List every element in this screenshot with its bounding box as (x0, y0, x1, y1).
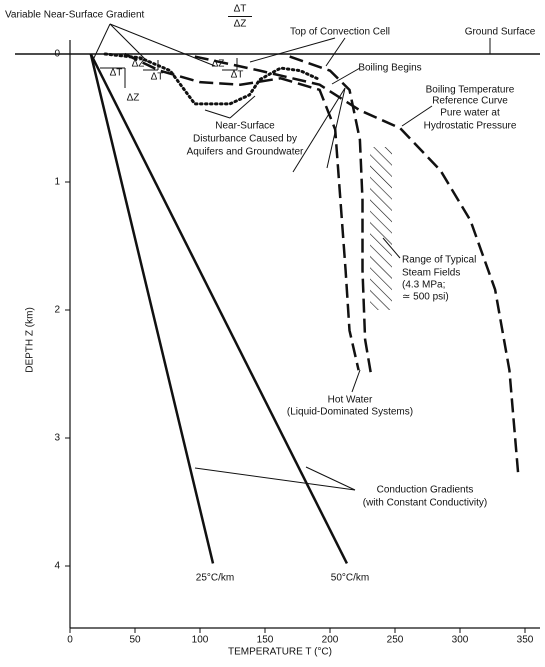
curve (103, 52, 322, 106)
leader-line (109, 23, 149, 63)
annotation: ΔT (110, 68, 123, 79)
annotation: 50°C/km (331, 573, 369, 584)
x-tick-label: 250 (387, 635, 404, 646)
annotation: Range of Typical (402, 255, 476, 266)
steam-field-hatch (370, 147, 392, 310)
leader-line (382, 237, 401, 259)
x-tick-label: 200 (322, 635, 339, 646)
x-tick-label: 350 (517, 635, 534, 646)
leader-line (109, 23, 216, 67)
annotation: Aquifers and Groundwater (187, 147, 304, 158)
annotation: Hot Water (328, 395, 373, 406)
leader-line (229, 95, 256, 119)
annotation: 25°C/km (196, 573, 234, 584)
annotation: Top of Convection Cell (290, 27, 390, 38)
x-tick-label: 0 (67, 635, 73, 646)
x-axis-label: TEMPERATURE T (°C) (228, 647, 332, 658)
leader-line (204, 109, 231, 119)
x-tick-label: 100 (192, 635, 209, 646)
leader-line (305, 466, 356, 491)
leader-line (351, 369, 361, 393)
y-axis-label: DEPTH Z (km) (25, 307, 36, 373)
x-tick-label: 150 (257, 635, 274, 646)
annotation: Reference Curve (432, 96, 508, 107)
annotation: ≃ 500 psi) (402, 292, 449, 303)
annotation: ΔT (231, 70, 244, 81)
annotation: Steam Fields (402, 268, 460, 279)
curve (289, 55, 373, 379)
annotation: ΔZ (212, 59, 225, 70)
x-tick-label: 50 (129, 635, 141, 646)
y-tick-label: 1 (54, 177, 60, 188)
annotation: Variable Near-Surface Gradient (5, 10, 145, 21)
annotation: ΔT (234, 4, 247, 15)
y-tick-label: 2 (54, 305, 60, 316)
annotation: Conduction Gradients (377, 485, 474, 496)
curve (89, 53, 215, 564)
annotation: ΔT (151, 72, 164, 83)
annotation: Pure water at (440, 108, 500, 119)
leader-line (292, 87, 346, 173)
leader-line (326, 87, 346, 169)
annotation: ΔZ (127, 93, 140, 104)
annotation: ΔZ (132, 59, 145, 70)
leader-line (92, 23, 111, 61)
y-tick-label: 3 (54, 433, 60, 444)
leader-line (331, 67, 361, 85)
curve (89, 53, 349, 565)
annotation: ΔZ (234, 19, 247, 30)
annotation: Boiling Begins (358, 63, 421, 74)
leader-line (194, 467, 356, 491)
leader-line (325, 37, 346, 67)
y-tick-label: 0 (54, 49, 60, 60)
annotation: (4.3 MPa; (402, 280, 445, 291)
curve (124, 52, 360, 371)
annotation: Disturbance Caused by (193, 134, 297, 145)
annotation: (Liquid-Dominated Systems) (287, 407, 413, 418)
curve (194, 55, 520, 478)
leader-line (249, 37, 336, 63)
annotation: Near-Surface (215, 121, 275, 132)
annotation: (with Constant Conductivity) (363, 498, 488, 509)
leader-line (401, 105, 433, 127)
x-tick-label: 300 (452, 635, 469, 646)
annotation: Ground Surface (465, 27, 536, 38)
annotation: Hydrostatic Pressure (424, 121, 517, 132)
y-tick-label: 4 (54, 561, 60, 572)
annotation: Boiling Temperature (426, 85, 515, 96)
